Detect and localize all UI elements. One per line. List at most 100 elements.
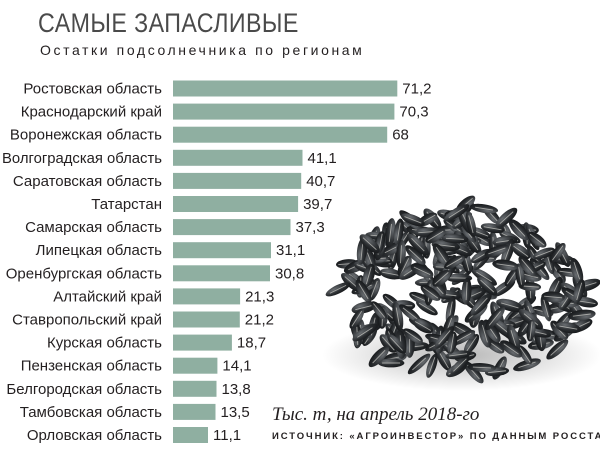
value-label: 18,7 — [237, 335, 266, 352]
seed — [555, 321, 582, 334]
bar-3 — [173, 126, 388, 143]
seed — [401, 213, 425, 227]
bar-8 — [173, 242, 271, 259]
seed — [393, 218, 404, 245]
seed — [379, 334, 397, 353]
seed — [527, 231, 547, 248]
value-labels-group: 71,2 70,3 68 41,1 40,7 39,7 37,3 31,1 30,821,3 21… — [213, 81, 432, 445]
bar-2 — [173, 103, 395, 120]
sunflower-seeds-image — [322, 195, 600, 391]
category-label: Тамбовская область — [20, 404, 162, 421]
seed — [387, 334, 406, 354]
unit-note: Тыс. т, на апрель 2018-го — [272, 404, 480, 425]
seed — [434, 326, 455, 349]
bar-13 — [173, 357, 218, 374]
seed — [540, 295, 552, 322]
seed — [447, 331, 458, 354]
seed — [467, 363, 497, 372]
bar-10 — [173, 288, 241, 305]
seed — [526, 319, 536, 342]
value-label: 68 — [392, 127, 409, 144]
seed — [377, 358, 405, 368]
seed — [567, 309, 596, 321]
seed — [470, 293, 492, 316]
seed — [465, 211, 477, 237]
category-label: Пензенская область — [21, 358, 162, 375]
seed — [426, 353, 438, 378]
category-label: Ростовская область — [23, 81, 162, 98]
seed — [513, 358, 541, 372]
value-label: 14,1 — [222, 358, 251, 375]
value-label: 37,3 — [296, 219, 325, 236]
seed — [549, 242, 566, 263]
value-label: 39,7 — [303, 196, 332, 213]
bar-5 — [173, 172, 302, 189]
value-label: 71,2 — [402, 81, 431, 98]
seed — [500, 340, 523, 358]
value-label: 70,3 — [399, 104, 428, 121]
category-label: Оренбургская область — [6, 265, 162, 282]
category-label: Воронежская область — [10, 127, 162, 144]
seed — [325, 282, 351, 297]
seed — [351, 301, 377, 314]
seed — [396, 239, 406, 269]
value-label: 30,8 — [275, 265, 304, 282]
category-label: Самарская область — [25, 219, 162, 236]
seed — [443, 204, 470, 222]
seed — [471, 267, 497, 286]
seed — [541, 291, 565, 303]
value-label: 41,1 — [308, 150, 337, 167]
seed — [412, 318, 434, 334]
category-label: Ставропольский край — [12, 312, 162, 329]
bar-14 — [173, 380, 217, 397]
category-labels-group: Ростовская область Краснодарский край Воро… — [2, 81, 162, 445]
seed — [508, 219, 529, 241]
seed — [405, 245, 426, 265]
bar-1 — [173, 80, 398, 97]
seed — [432, 269, 451, 287]
seed — [406, 233, 429, 256]
bar-6 — [173, 196, 299, 212]
bar-9 — [173, 265, 270, 282]
seed — [451, 330, 476, 346]
bar-11 — [173, 311, 240, 328]
seed — [416, 300, 438, 316]
seed — [495, 207, 518, 228]
seed — [410, 263, 434, 279]
seed — [420, 284, 441, 301]
seed — [518, 309, 543, 330]
category-label: Татарстан — [91, 196, 162, 213]
seed — [367, 278, 381, 301]
bar-16 — [173, 427, 208, 443]
value-label: 31,1 — [276, 242, 305, 259]
value-label: 21,2 — [245, 312, 274, 329]
seed — [379, 268, 403, 280]
seed — [550, 320, 569, 340]
bars-group — [173, 80, 398, 443]
category-label: Орловская область — [27, 427, 162, 444]
seed — [507, 324, 521, 354]
bar-15 — [173, 403, 216, 420]
source-note: ИСТОЧНИК: «АГРОИНВЕСТОР» ПО ДАННЫМ РОССТ… — [272, 431, 600, 442]
category-label: Саратовская область — [13, 173, 162, 190]
value-label: 11,1 — [213, 427, 241, 444]
category-label: Волгоградская область — [2, 150, 162, 167]
seed — [484, 244, 510, 257]
seed — [518, 256, 537, 277]
chart-title: САМЫЕ ЗАПАСЛИВЫЕ — [38, 8, 299, 38]
seed — [385, 218, 396, 248]
seed — [533, 247, 555, 260]
seed — [371, 301, 388, 320]
seed — [492, 259, 519, 271]
chart-subtitle: Остатки подсолнечника по регионам — [40, 42, 365, 58]
seed — [403, 328, 423, 344]
value-label: 21,3 — [245, 288, 274, 305]
seed — [573, 279, 586, 304]
seed — [425, 228, 446, 244]
bar-12 — [173, 334, 232, 351]
seed — [518, 345, 533, 365]
seed — [570, 258, 584, 284]
category-label: Курская область — [47, 335, 162, 352]
bar-7 — [173, 219, 291, 236]
seed — [444, 255, 465, 270]
